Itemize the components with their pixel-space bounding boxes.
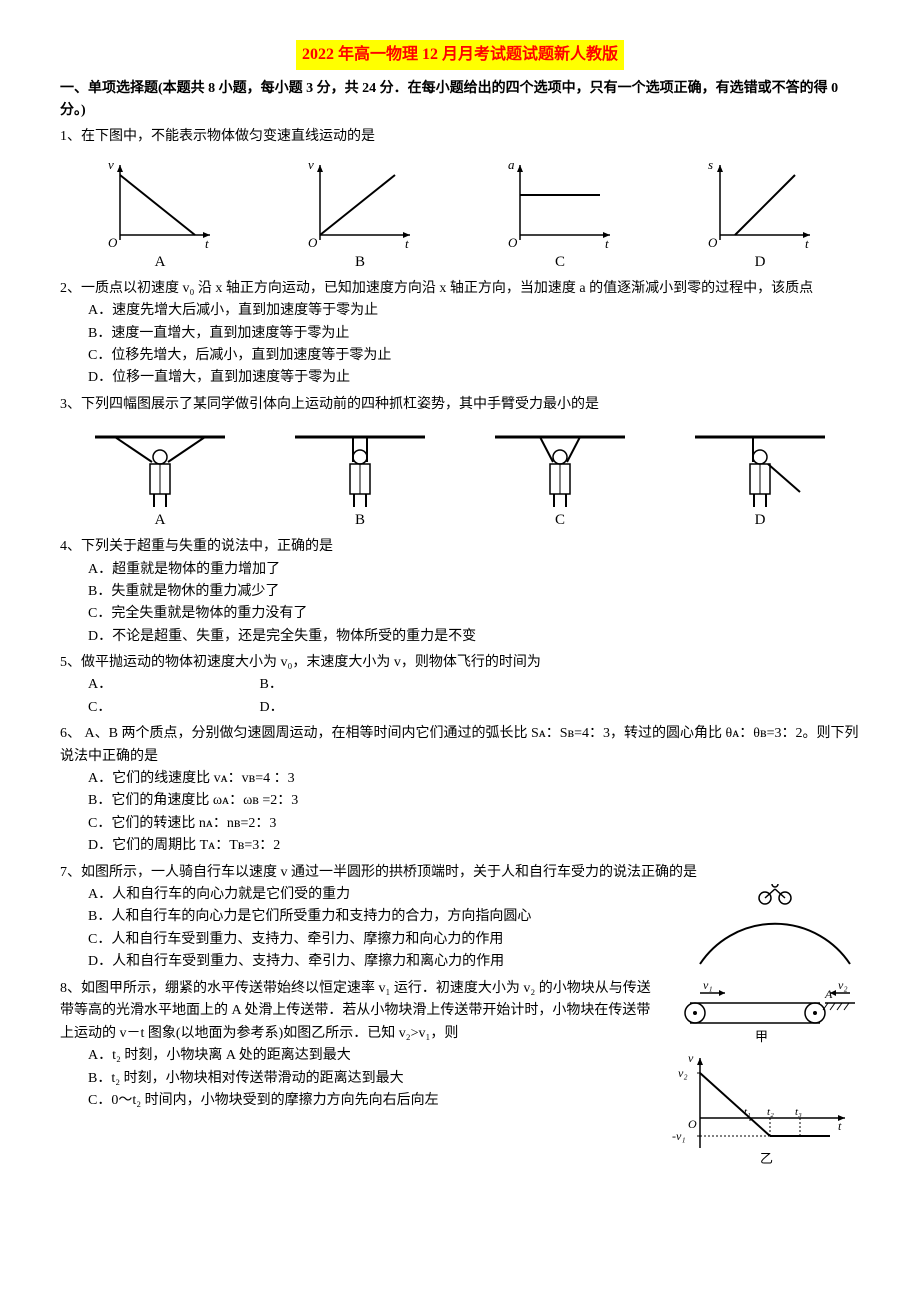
q8-opt-a: A．t₂ 时刻，小物块离 A 处的距离达到最大 [88,1045,660,1067]
q5-stem: 5、做平抛运动的物体初速度大小为 v₀，末速度大小为 v，则物体飞行的时间为 [60,652,860,674]
q2-opt-b: B．速度一直增大，直到加速度等于零为止 [88,323,860,345]
axis-t: t [205,236,209,250]
q2-opt-d: D．位移一直增大，直到加速度等于零为止 [88,367,860,389]
q3-label-b: B [260,508,460,532]
svg-text:t₁: t₁ [744,1106,751,1118]
q6-opt-c: C．它们的转速比 nᴀ：nʙ=2：3 [88,813,860,835]
svg-text:v₂: v₂ [678,1066,688,1080]
q3-label-a: A [60,508,260,532]
q1-stem: 1、在下图中，不能表示物体做匀变速直线运动的是 [60,126,860,148]
question-7: 7、如图所示，一人骑自行车以速度 v 通过一半圆形的拱桥顶端时，关于人和自行车受… [60,862,860,974]
page-title: 2022 年高一物理 12 月月考试题试题新人教版 [296,40,624,70]
q1-graph-c: a t O C [460,155,660,274]
q2-opt-c: C．位移先增大，后减小，直到加速度等于零为止 [88,345,860,367]
svg-text:t: t [405,236,409,250]
q4-stem: 4、下列关于超重与失重的说法中，正确的是 [60,536,860,558]
question-4: 4、下列关于超重与失重的说法中，正确的是 A．超重就是物体的重力增加了 B．失重… [60,536,860,648]
axis-v: v [108,157,114,172]
q8-stem: 8、如图甲所示，绷紧的水平传送带始终以恒定速率 v₁ 运行．初速度大小为 v₂ … [60,978,660,1045]
question-8: v₁ v₂ A 甲 v₂ -v₁ [60,978,860,1168]
svg-text:-v₁: -v₁ [672,1129,686,1143]
q4-opt-b: B．失重就是物休的重力减少了 [88,581,860,603]
graph-b-svg: v t O [300,155,420,250]
svg-text:乙: 乙 [760,1151,773,1166]
svg-text:v: v [688,1051,694,1065]
q5-opt-d: D． [260,700,284,715]
section-1-heading: 一、单项选择题(本题共 8 小题，每小题 3 分，共 24 分．在每小题给出的四… [60,78,860,123]
q1-graph-b: v t O B [260,155,460,274]
q3-fig-b [260,422,460,512]
q6-opt-a: A．它们的线速度比 vᴀ：vʙ=4 ：3 [88,768,860,790]
q1-graph-a: v t O A [60,155,260,274]
q2-opt-a: A．速度先增大后减小，直到加速度等于零为止 [88,300,860,322]
svg-text:O: O [708,235,718,250]
svg-text:t: t [605,236,609,250]
q5-opt-b: B． [260,677,283,692]
q3-fig-d [660,422,860,512]
q3-fig-a [60,422,260,512]
svg-text:O: O [508,235,518,250]
question-2: 2、一质点以初速度 v₀ 沿 x 轴正方向运动，已知加速度方向沿 x 轴正方向，… [60,278,860,390]
q7-stem: 7、如图所示，一人骑自行车以速度 v 通过一半圆形的拱桥顶端时，关于人和自行车受… [60,862,860,884]
origin: O [108,235,118,250]
svg-text:v₁: v₁ [703,978,713,992]
q7-figure [690,884,860,974]
question-1: 1、在下图中，不能表示物体做匀变速直线运动的是 v t O A [60,126,860,273]
graph-a-svg: v t O [100,155,220,250]
q8-fig-yi: v₂ -v₁ t₁ t₂ t₃ t v O 乙 [670,1048,860,1168]
graph-c-svg: a t O [500,155,620,250]
q6-opt-b: B．它们的角速度比 ωᴀ：ωʙ =2：3 [88,790,860,812]
graph-d-svg: s t O [700,155,820,250]
question-5: 5、做平抛运动的物体初速度大小为 v₀，末速度大小为 v，则物体飞行的时间为 A… [60,652,860,719]
q3-fig-c [460,422,660,512]
svg-text:t₂: t₂ [767,1106,774,1118]
question-6: 6、 A、B 两个质点，分别做匀速圆周运动，在相等时间内它们通过的弧长比 Sᴀ：… [60,723,860,857]
q1-label-d: D [660,250,860,274]
svg-text:甲: 甲 [755,1029,768,1044]
svg-text:O: O [688,1117,697,1131]
q1-label-c: C [460,250,660,274]
q5-opt-a: A． [88,674,256,696]
svg-text:a: a [508,157,515,172]
q1-graph-d: s t O D [660,155,860,274]
q4-opt-a: A．超重就是物体的重力增加了 [88,559,860,581]
q4-opt-d: D．不论是超重、失重，还是完全失重，物体所受的重力是不变 [88,626,860,648]
svg-text:t: t [838,1119,842,1133]
q3-figures [60,422,860,512]
svg-text:v₂: v₂ [838,978,848,992]
q3-label-c: C [460,508,660,532]
q8-figures: v₁ v₂ A 甲 v₂ -v₁ [670,978,860,1168]
q3-label-d: D [660,508,860,532]
question-3: 3、下列四幅图展示了某同学做引体向上运动前的四种抓杠姿势，其中手臂受力最小的是 [60,394,860,532]
svg-text:O: O [308,235,318,250]
svg-text:t₃: t₃ [795,1106,802,1118]
svg-text:t: t [805,236,809,250]
q8-opt-b: B．t₂ 时刻，小物块相对传送带滑动的距离达到最大 [88,1068,660,1090]
q2-stem: 2、一质点以初速度 v₀ 沿 x 轴正方向运动，已知加速度方向沿 x 轴正方向，… [60,278,860,300]
svg-text:A: A [824,987,833,1001]
q1-label-b: B [260,250,460,274]
q3-stem: 3、下列四幅图展示了某同学做引体向上运动前的四种抓杠姿势，其中手臂受力最小的是 [60,394,860,416]
q6-opt-d: D．它们的周期比 Tᴀ：Tʙ=3：2 [88,835,860,857]
q8-opt-c: C．0～t₂ 时间内，小物块受到的摩擦力方向先向右后向左 [88,1090,660,1112]
q8-fig-jia: v₁ v₂ A 甲 [670,978,860,1048]
q4-opt-c: C．完全失重就是物体的重力没有了 [88,603,860,625]
q1-graphs: v t O A v t O B [60,155,860,274]
q5-opt-c: C． [88,697,256,719]
q6-stem: 6、 A、B 两个质点，分别做匀速圆周运动，在相等时间内它们通过的弧长比 Sᴀ：… [60,723,860,768]
q1-label-a: A [60,250,260,274]
svg-text:v: v [308,157,314,172]
svg-text:s: s [708,157,713,172]
